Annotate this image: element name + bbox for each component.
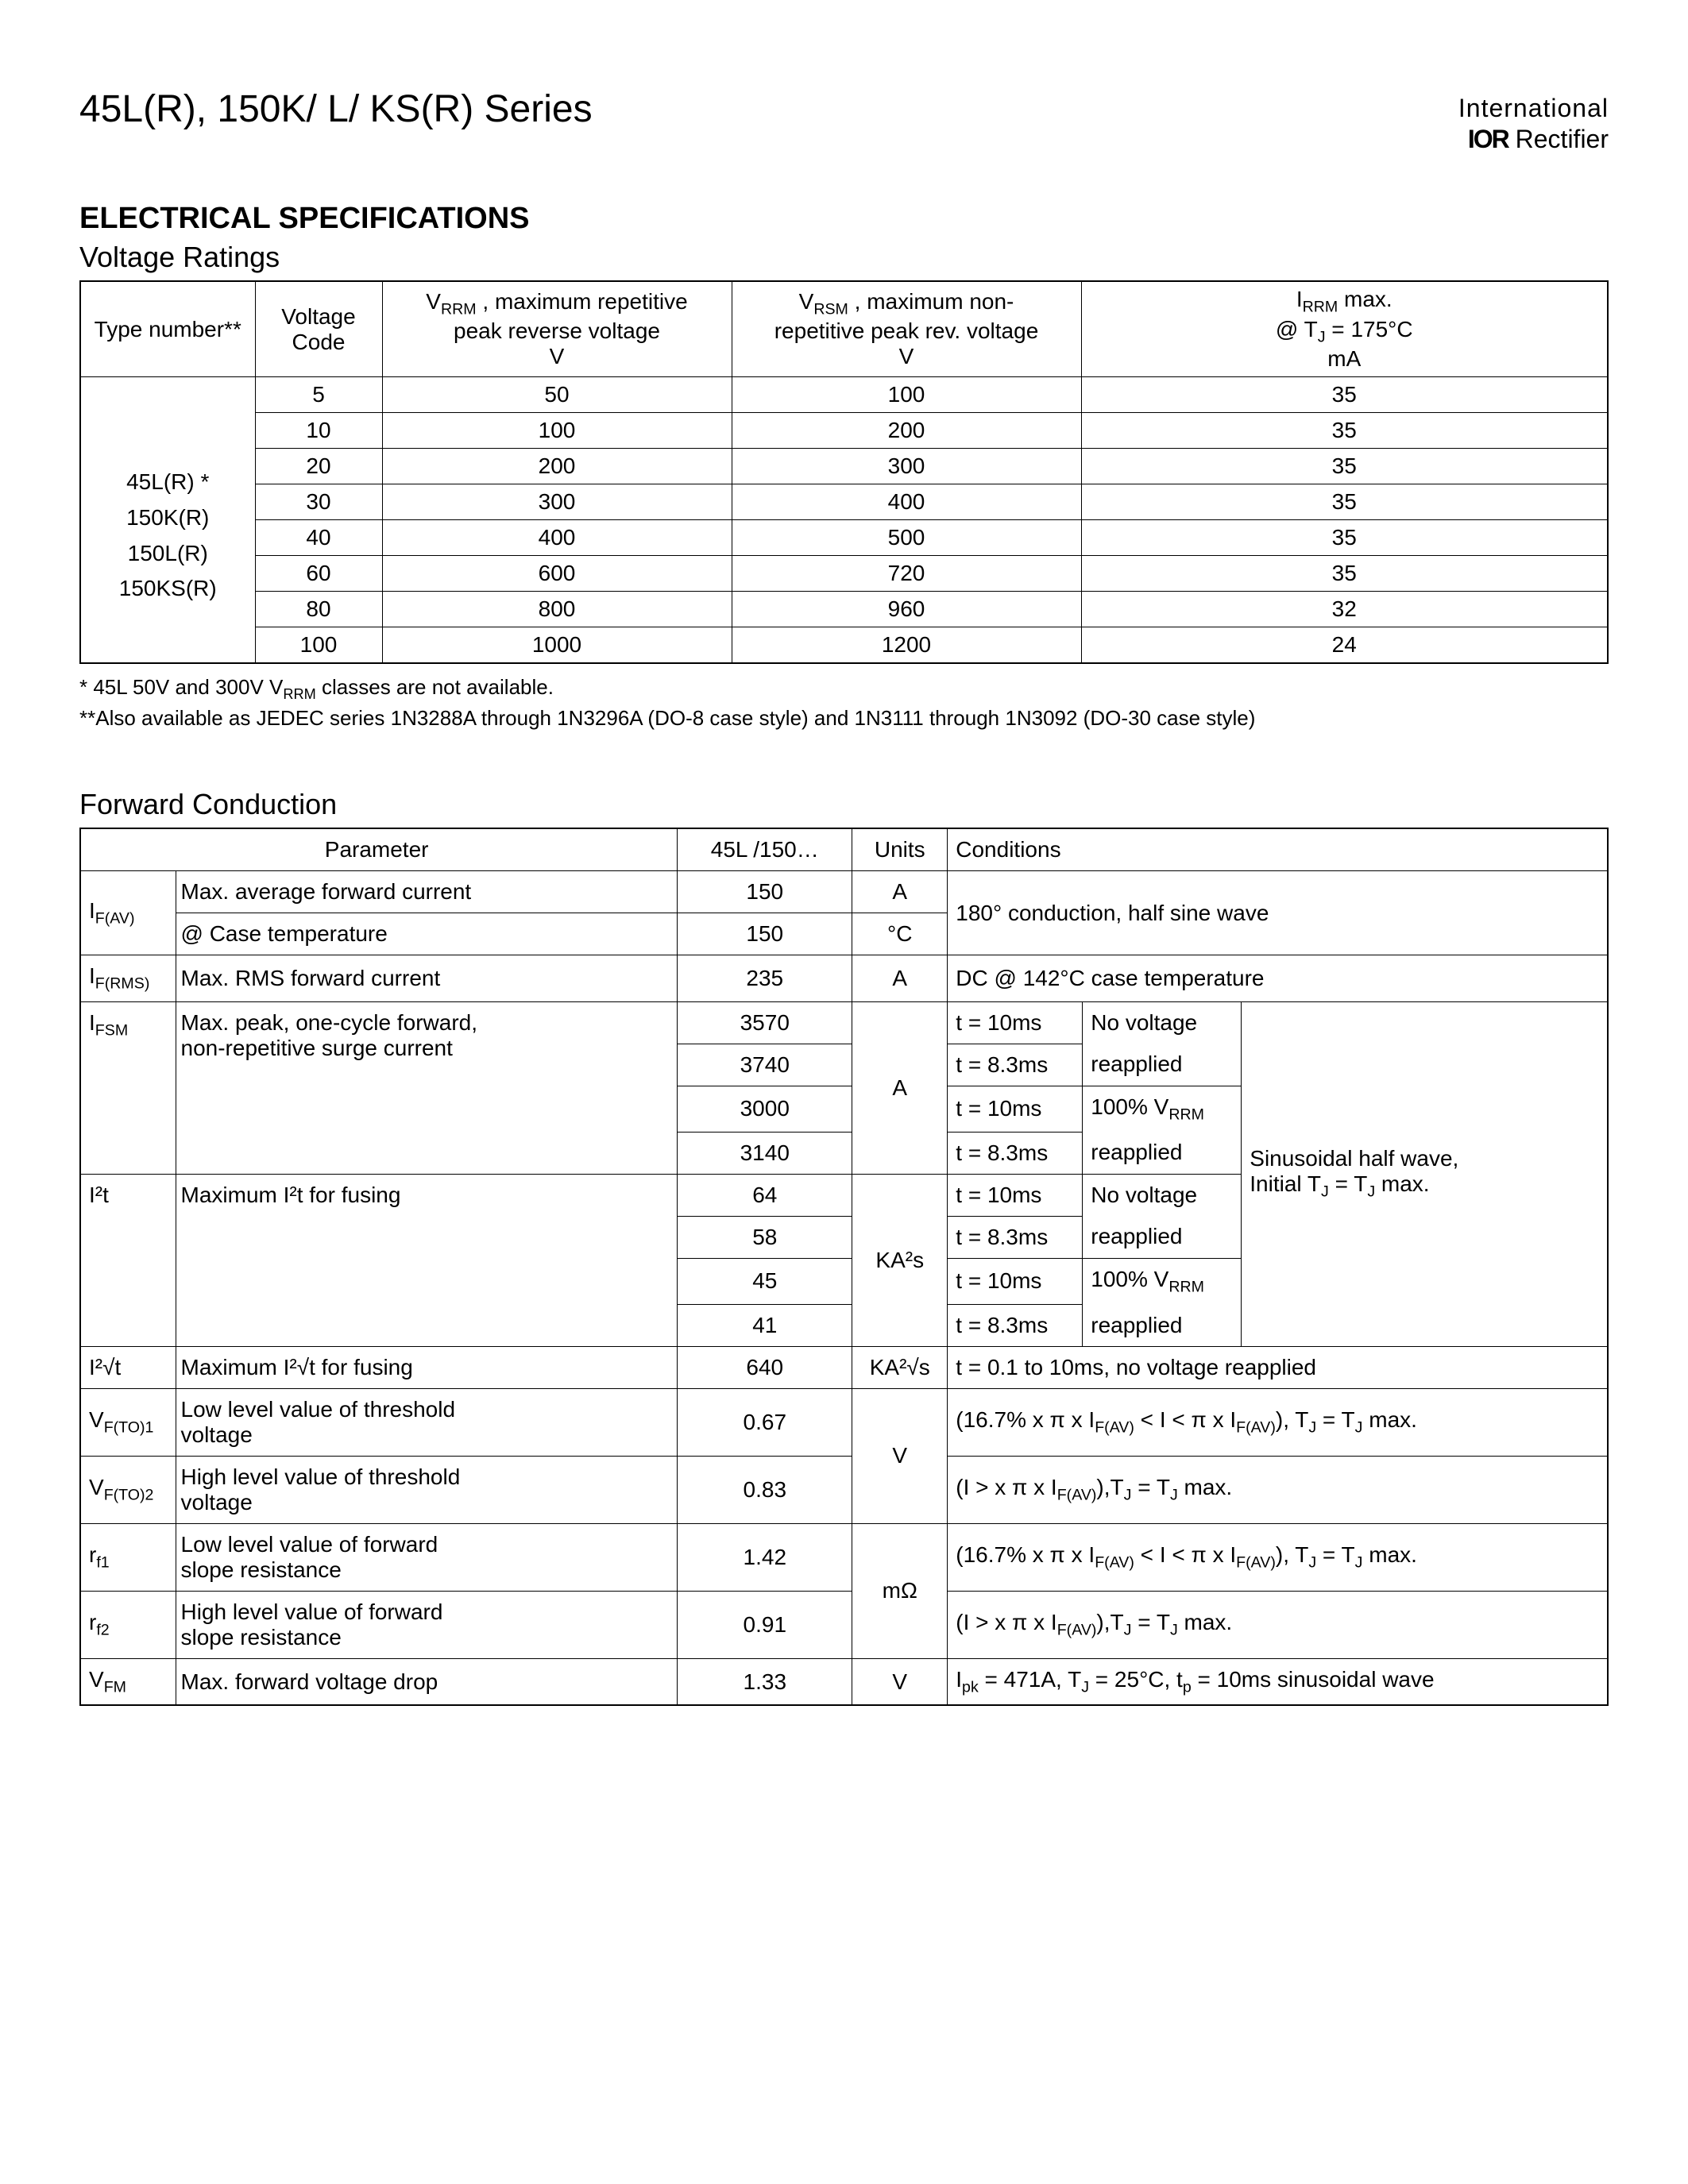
voltage-ratings-heading: Voltage Ratings (79, 241, 1609, 274)
table-row: 2020030035 (80, 449, 1608, 484)
table-row: 8080096032 (80, 592, 1608, 627)
footnote-2: **Also available as JEDEC series 1N3288A… (79, 704, 1609, 732)
brand-rectifier: Rectifier (1508, 125, 1609, 153)
table-row: rf1 Low level value of forwardslope resi… (80, 1523, 1608, 1591)
table-row: 1001000120024 (80, 627, 1608, 664)
symbol-vfm: VFM (80, 1658, 176, 1705)
voltage-ratings-table: Type number** Voltage Code VRRM , maximu… (79, 280, 1609, 664)
symbol-ifav: IF(AV) (80, 871, 176, 955)
symbol-vfto1: VF(TO)1 (80, 1388, 176, 1456)
symbol-ifrms: IF(RMS) (80, 955, 176, 1002)
table-row: 1010020035 (80, 413, 1608, 449)
brand-ior: IOR (1468, 125, 1508, 153)
symbol-rf1: rf1 (80, 1523, 176, 1591)
forward-conduction-section: Forward Conduction Parameter 45L /150… U… (79, 788, 1609, 1706)
table-row: VF(TO)2 High level value of thresholdvol… (80, 1456, 1608, 1523)
table-header-row: Parameter 45L /150… Units Conditions (80, 828, 1608, 871)
col-voltage-code: Voltage Code (255, 281, 382, 377)
conditions-shared: Sinusoidal half wave, Initial TJ = TJ ma… (1242, 1001, 1608, 1346)
col-vrrm: VRRM , maximum repetitive peak reverse v… (382, 281, 732, 377)
table-row: 45L(R) * 150K(R) 150L(R) 150KS(R) 550100… (80, 377, 1608, 413)
table-row: IFSM Max. peak, one-cycle forward,non-re… (80, 1001, 1608, 1044)
symbol-vfto2: VF(TO)2 (80, 1456, 176, 1523)
symbol-ifsm: IFSM (80, 1001, 176, 1174)
table-row: VF(TO)1 Low level value of thresholdvolt… (80, 1388, 1608, 1456)
symbol-rf2: rf2 (80, 1591, 176, 1658)
symbol-i2rt: I²√t (80, 1346, 176, 1388)
brand-line-1: International (1458, 94, 1609, 123)
series-title: 45L(R), 150K/ L/ KS(R) Series (79, 87, 593, 131)
table-row: rf2 High level value of forwardslope res… (80, 1591, 1608, 1658)
table-header-row: Type number** Voltage Code VRRM , maximu… (80, 281, 1608, 377)
brand-line-2: IOR Rectifier (1458, 125, 1609, 154)
electrical-specs-heading: ELECTRICAL SPECIFICATIONS (79, 202, 1609, 236)
table-row: 3030040035 (80, 484, 1608, 520)
table-row: IF(AV) Max. average forward current 150 … (80, 871, 1608, 913)
table-row: 4040050035 (80, 520, 1608, 556)
col-irrm: IRRM max. @ TJ = 175°C mA (1081, 281, 1608, 377)
symbol-i2t: I²t (80, 1174, 176, 1346)
col-type: Type number** (80, 281, 255, 377)
footnote-1: * 45L 50V and 300V VRRM classes are not … (79, 673, 1609, 704)
table-row: VFM Max. forward voltage drop 1.33 V Ipk… (80, 1658, 1608, 1705)
table-row: IF(RMS) Max. RMS forward current 235 A D… (80, 955, 1608, 1002)
forward-conduction-heading: Forward Conduction (79, 788, 1609, 821)
col-vrsm: VRSM , maximum non- repetitive peak rev.… (732, 281, 1081, 377)
table-row: I²√t Maximum I²√t for fusing 640 KA²√s t… (80, 1346, 1608, 1388)
page-header: 45L(R), 150K/ L/ KS(R) Series Internatio… (79, 87, 1609, 154)
brand-logo: International IOR Rectifier (1458, 87, 1609, 154)
voltage-ratings-footnotes: * 45L 50V and 300V VRRM classes are not … (79, 673, 1609, 732)
forward-conduction-table: Parameter 45L /150… Units Conditions IF(… (79, 828, 1609, 1706)
table-row: 6060072035 (80, 556, 1608, 592)
type-number-cell: 45L(R) * 150K(R) 150L(R) 150KS(R) (80, 377, 255, 664)
